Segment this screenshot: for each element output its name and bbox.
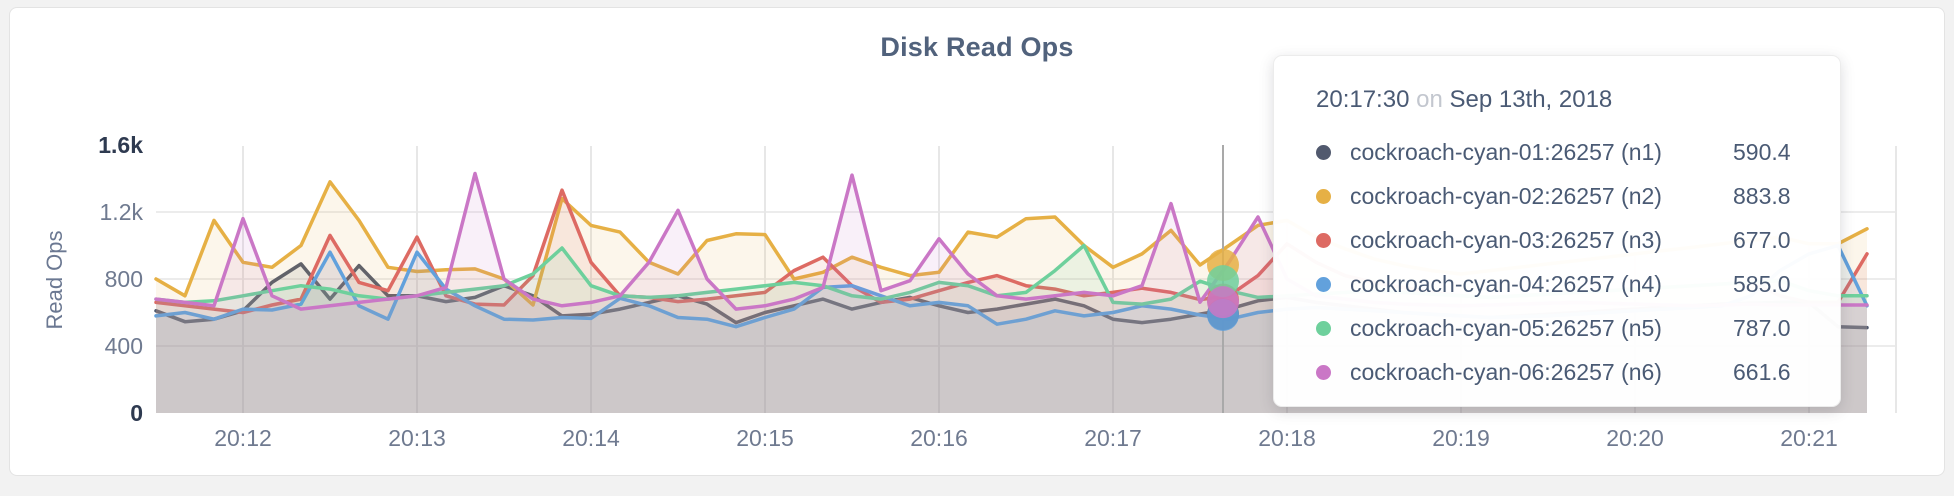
series-color-dot-icon [1316, 276, 1331, 292]
tooltip-header: 20:17:30 on Sep 13th, 2018 [1316, 86, 1800, 114]
series-name: cockroach-cyan-04:26257 (n4) [1350, 270, 1662, 297]
x-tick-label: 20:18 [1258, 425, 1316, 451]
chart-panel: Disk Read Ops 1.6k 1.2k 800 400 0 20:12 20:13 2… [9, 7, 1945, 476]
y-tick-label: 1.2k [100, 199, 144, 225]
hover-point [1207, 286, 1239, 319]
tooltip-series-row: cockroach-cyan-05:26257 (n5) 787.0 [1316, 306, 1800, 350]
series-name: cockroach-cyan-06:26257 (n6) [1350, 358, 1662, 385]
series-value: 585.0 [1733, 270, 1791, 297]
tooltip-time: 20:17:30 [1316, 86, 1410, 113]
series-color-dot-icon [1316, 232, 1331, 248]
tooltip-series-row: cockroach-cyan-02:26257 (n2) 883.8 [1316, 174, 1800, 218]
series-value: 883.8 [1733, 182, 1791, 209]
series-name: cockroach-cyan-02:26257 (n2) [1350, 182, 1662, 209]
x-tick-label: 20:16 [910, 425, 968, 451]
series-name: cockroach-cyan-01:26257 (n1) [1350, 138, 1662, 165]
x-tick-label: 20:12 [214, 425, 272, 451]
series-value: 661.6 [1733, 358, 1791, 385]
chart-title: Disk Read Ops [880, 32, 1074, 62]
series-color-dot-icon [1316, 364, 1331, 380]
y-tick-label: 800 [105, 266, 143, 292]
x-tick-label: 20:21 [1780, 425, 1838, 451]
series-value: 787.0 [1733, 314, 1791, 341]
tooltip-conjunction: on [1416, 86, 1443, 113]
series-value: 590.4 [1733, 138, 1791, 165]
y-axis-label: Read Ops [42, 230, 67, 329]
series-name: cockroach-cyan-05:26257 (n5) [1350, 314, 1662, 341]
tooltip-series-row: cockroach-cyan-04:26257 (n4) 585.0 [1316, 262, 1800, 306]
tooltip-series-row: cockroach-cyan-06:26257 (n6) 661.6 [1316, 350, 1800, 394]
y-tick-label: 1.6k [98, 132, 143, 158]
x-tick-label: 20:13 [388, 425, 446, 451]
chart-tooltip: 20:17:30 on Sep 13th, 2018 cockroach-cya… [1273, 55, 1841, 407]
x-tick-label: 20:19 [1432, 425, 1490, 451]
tooltip-date: Sep 13th, 2018 [1449, 86, 1613, 113]
y-tick-label: 0 [130, 400, 143, 426]
series-value: 677.0 [1733, 226, 1791, 253]
x-tick-label: 20:15 [736, 425, 794, 451]
series-color-dot-icon [1316, 188, 1331, 204]
tooltip-rows: cockroach-cyan-01:26257 (n1) 590.4 cockroa… [1316, 130, 1800, 394]
x-tick-label: 20:20 [1606, 425, 1664, 451]
series-color-dot-icon [1316, 320, 1331, 336]
tooltip-series-row: cockroach-cyan-03:26257 (n3) 677.0 [1316, 218, 1800, 262]
series-name: cockroach-cyan-03:26257 (n3) [1350, 226, 1662, 253]
y-tick-label: 400 [105, 333, 143, 359]
series-color-dot-icon [1316, 144, 1331, 160]
tooltip-series-row: cockroach-cyan-01:26257 (n1) 590.4 [1316, 130, 1800, 174]
x-tick-label: 20:17 [1084, 425, 1142, 451]
x-tick-label: 20:14 [562, 425, 620, 451]
